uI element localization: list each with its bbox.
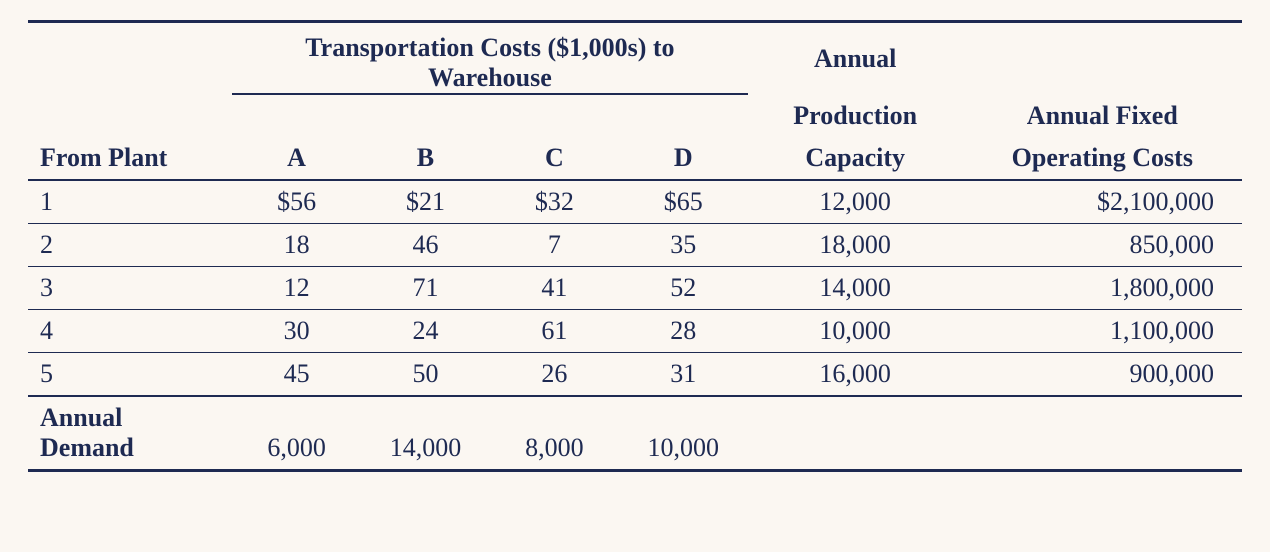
capacity-cell: 14,000 bbox=[748, 267, 963, 310]
demand-label-line2: Demand bbox=[40, 433, 134, 462]
demand-row: Annual Demand 6,000 14,000 8,000 10,000 bbox=[28, 396, 1242, 470]
header-transportation-title: Transportation Costs ($1,000s) to Wareho… bbox=[232, 22, 748, 96]
demand-empty bbox=[963, 396, 1242, 470]
header-warehouse-c: C bbox=[490, 95, 619, 180]
cost-cell: 35 bbox=[619, 224, 748, 267]
plant-cell: 4 bbox=[28, 310, 232, 353]
cost-cell: 18 bbox=[232, 224, 361, 267]
demand-cell: 14,000 bbox=[361, 396, 490, 470]
demand-cell: 8,000 bbox=[490, 396, 619, 470]
plant-cell: 1 bbox=[28, 180, 232, 224]
cost-cell: 28 bbox=[619, 310, 748, 353]
cost-cell: 46 bbox=[361, 224, 490, 267]
capacity-cell: 12,000 bbox=[748, 180, 963, 224]
fixed-cost-cell: 1,800,000 bbox=[963, 267, 1242, 310]
header-warehouse-b: B bbox=[361, 95, 490, 180]
cost-cell: 7 bbox=[490, 224, 619, 267]
table-row: 1 $56 $21 $32 $65 12,000 $2,100,000 bbox=[28, 180, 1242, 224]
cost-cell: 31 bbox=[619, 353, 748, 397]
demand-empty bbox=[748, 396, 963, 470]
plant-cell: 3 bbox=[28, 267, 232, 310]
fixed-cost-cell: $2,100,000 bbox=[963, 180, 1242, 224]
cost-cell: 41 bbox=[490, 267, 619, 310]
header-fixed-line2: Operating Costs bbox=[963, 137, 1242, 180]
header-fixed-empty bbox=[963, 22, 1242, 96]
header-fixed-line1: Annual Fixed bbox=[963, 95, 1242, 137]
table-row: 4 30 24 61 28 10,000 1,100,000 bbox=[28, 310, 1242, 353]
header-warehouse-d: D bbox=[619, 95, 748, 180]
cost-cell: $32 bbox=[490, 180, 619, 224]
fixed-cost-cell: 1,100,000 bbox=[963, 310, 1242, 353]
cost-cell: 71 bbox=[361, 267, 490, 310]
header-warehouse-a: A bbox=[232, 95, 361, 180]
capacity-cell: 10,000 bbox=[748, 310, 963, 353]
cost-cell: 52 bbox=[619, 267, 748, 310]
demand-label: Annual Demand bbox=[28, 396, 232, 470]
cost-cell: 26 bbox=[490, 353, 619, 397]
cost-cell: 61 bbox=[490, 310, 619, 353]
cost-cell: 30 bbox=[232, 310, 361, 353]
header-capacity-line3: Capacity bbox=[748, 137, 963, 180]
fixed-cost-cell: 850,000 bbox=[963, 224, 1242, 267]
cost-cell: $65 bbox=[619, 180, 748, 224]
plant-cell: 2 bbox=[28, 224, 232, 267]
capacity-cell: 18,000 bbox=[748, 224, 963, 267]
header-from-plant: From Plant bbox=[28, 22, 232, 181]
cost-cell: $56 bbox=[232, 180, 361, 224]
cost-cell: $21 bbox=[361, 180, 490, 224]
cost-cell: 24 bbox=[361, 310, 490, 353]
cost-table: From Plant Transportation Costs ($1,000s… bbox=[28, 20, 1242, 472]
cost-cell: 45 bbox=[232, 353, 361, 397]
demand-cell: 10,000 bbox=[619, 396, 748, 470]
cost-cell: 50 bbox=[361, 353, 490, 397]
plant-cell: 5 bbox=[28, 353, 232, 397]
table-row: 3 12 71 41 52 14,000 1,800,000 bbox=[28, 267, 1242, 310]
fixed-cost-cell: 900,000 bbox=[963, 353, 1242, 397]
header-capacity-line2: Production bbox=[748, 95, 963, 137]
demand-label-line1: Annual bbox=[40, 403, 122, 432]
table-row: 2 18 46 7 35 18,000 850,000 bbox=[28, 224, 1242, 267]
cost-cell: 12 bbox=[232, 267, 361, 310]
header-capacity-line1: Annual bbox=[748, 22, 963, 96]
demand-cell: 6,000 bbox=[232, 396, 361, 470]
capacity-cell: 16,000 bbox=[748, 353, 963, 397]
table-row: 5 45 50 26 31 16,000 900,000 bbox=[28, 353, 1242, 397]
